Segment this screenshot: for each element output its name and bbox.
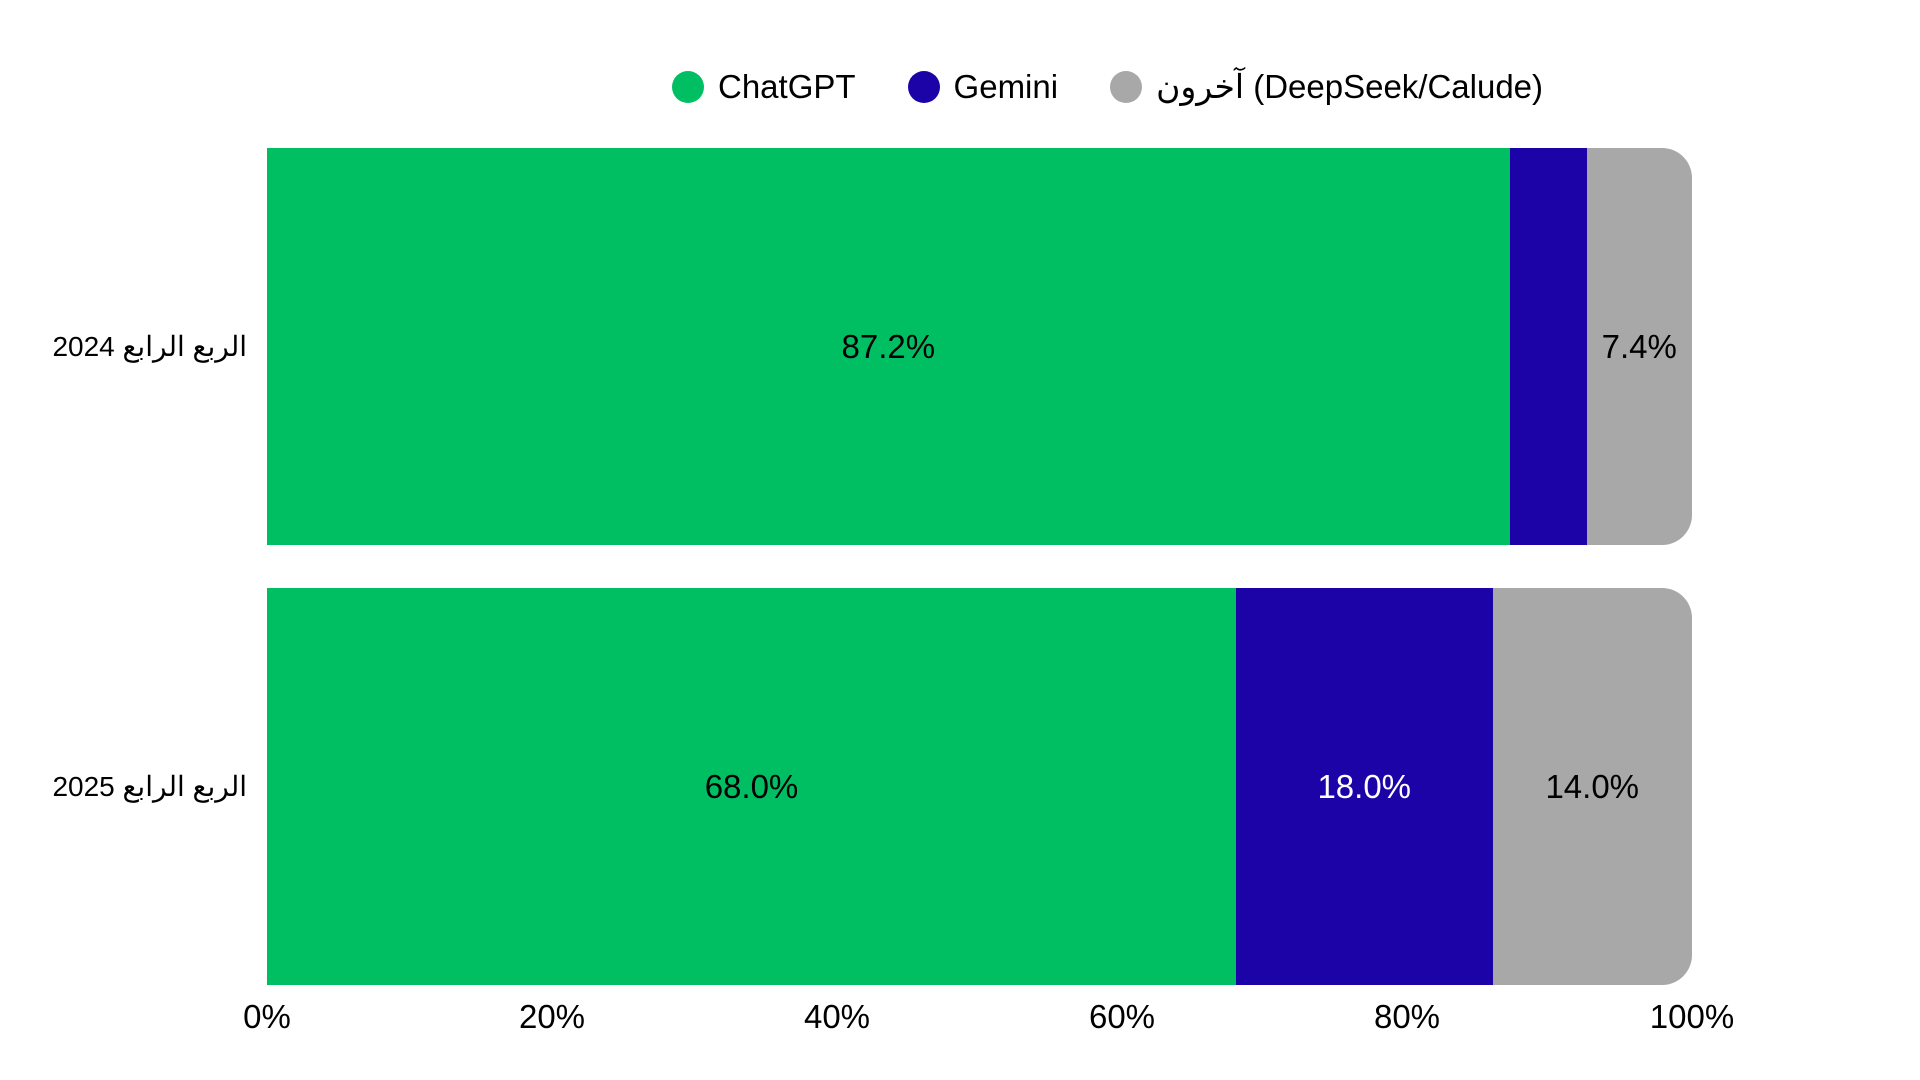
category-label: الربع الرابع 2024 [52,330,247,362]
bar-segment: 68.0% [267,588,1236,985]
legend-label: ChatGPT [718,67,856,105]
bar-segment [1509,148,1587,545]
legend-dot-icon [907,70,940,103]
legend-item: ChatGPT [672,67,856,105]
x-tick-label: 80% [1373,998,1441,1035]
plot-area: 87.2% 7.4% 68.0% 18.0% 14.0% [267,148,1692,985]
legend-label: آخرون (DeepSeek/Calude) [1156,67,1544,105]
bar-segment: 7.4% [1586,148,1692,545]
legend-dot-icon [1110,70,1143,103]
bar-segment: 18.0% [1236,588,1493,985]
legend-item: آخرون (DeepSeek/Calude) [1110,67,1544,105]
bar-value-label: 18.0% [1317,767,1412,805]
bar-value-label: 14.0% [1545,767,1640,805]
legend-dot-icon [672,70,704,103]
x-tick-label: 40% [803,998,871,1035]
bar-value-label: 7.4% [1601,327,1677,365]
x-tick-label: 20% [518,998,586,1035]
legend-label: Gemini [953,67,1059,105]
x-tick-label: 60% [1088,998,1156,1035]
bar-value-label: 87.2% [841,327,936,365]
x-tick-label: 100% [1649,998,1735,1035]
x-tick-label: 0% [243,998,291,1035]
legend-item: Gemini [907,67,1059,105]
bar-row: 68.0% 18.0% 14.0% [267,588,1692,985]
bar-row: 87.2% 7.4% [267,148,1692,545]
chart-legend: ChatGPT Gemini آخرون (DeepSeek/Calude) [672,66,1543,108]
bar-segment: 87.2% [267,148,1510,545]
bar-value-label: 68.0% [704,767,799,805]
bar-segment: 14.0% [1492,588,1692,985]
category-label: الربع الرابع 2025 [52,770,247,802]
